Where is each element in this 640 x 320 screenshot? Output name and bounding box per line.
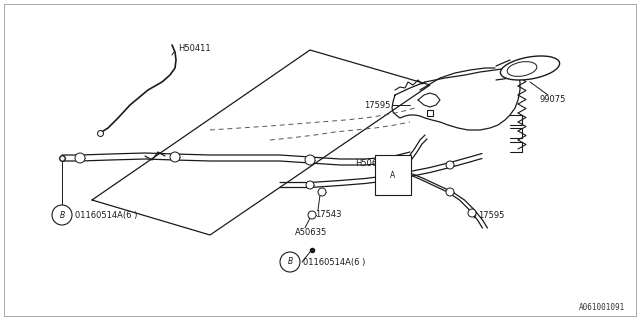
Text: B: B <box>60 211 65 220</box>
Text: H506081: H506081 <box>355 159 393 168</box>
Ellipse shape <box>507 62 537 76</box>
Circle shape <box>305 155 315 165</box>
Circle shape <box>468 209 476 217</box>
Circle shape <box>318 188 326 196</box>
Circle shape <box>52 205 72 225</box>
Circle shape <box>446 161 454 169</box>
Text: 99075: 99075 <box>540 95 566 104</box>
Text: 17595: 17595 <box>364 100 390 109</box>
Circle shape <box>446 188 454 196</box>
Text: B: B <box>287 258 292 267</box>
Text: A061001091: A061001091 <box>579 303 625 312</box>
Text: A50635: A50635 <box>295 228 327 237</box>
Text: 01160514A(6 ): 01160514A(6 ) <box>75 211 138 220</box>
Ellipse shape <box>500 56 559 80</box>
Text: 17543: 17543 <box>315 210 342 219</box>
Text: 01160514A(6 ): 01160514A(6 ) <box>303 258 365 267</box>
Text: 17595: 17595 <box>478 211 504 220</box>
Circle shape <box>308 211 316 219</box>
Circle shape <box>280 252 300 272</box>
Text: A: A <box>390 171 396 180</box>
Circle shape <box>170 152 180 162</box>
Circle shape <box>306 181 314 189</box>
Circle shape <box>75 153 85 163</box>
Circle shape <box>386 174 394 182</box>
Text: H50411: H50411 <box>178 44 211 52</box>
